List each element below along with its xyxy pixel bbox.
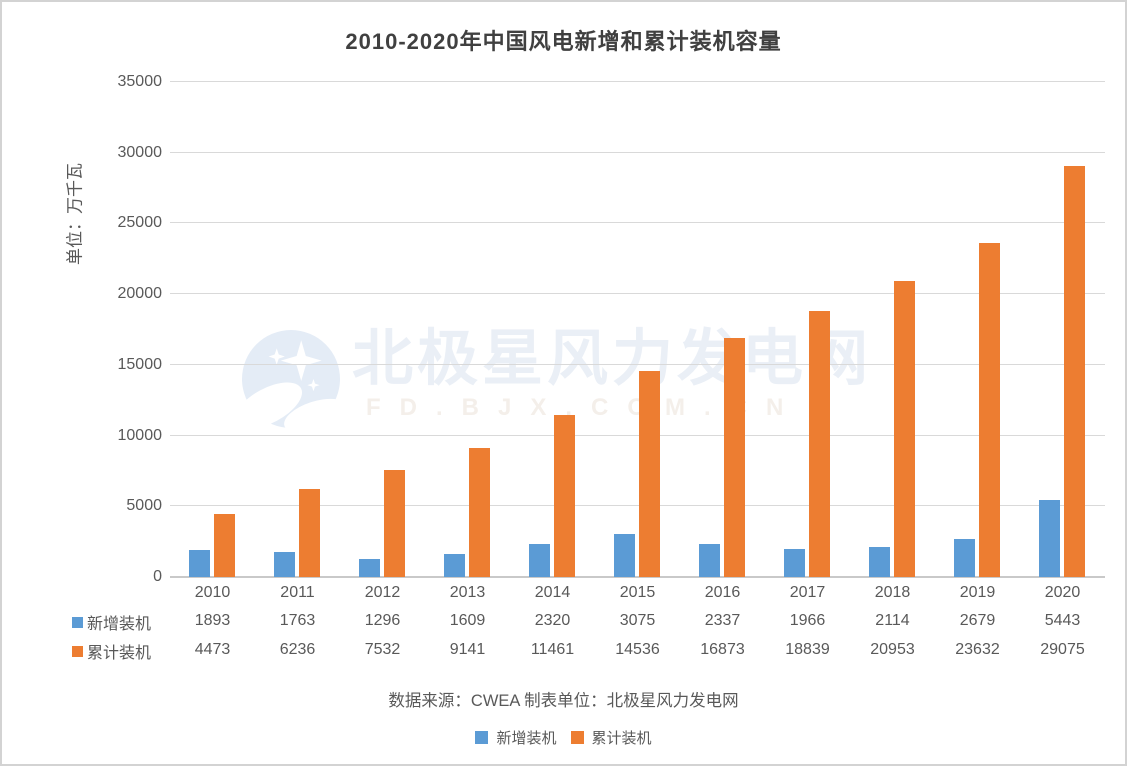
table-cell-累计装机-2012: 7532 <box>364 641 401 658</box>
table-row-新增装机: 新增装机 1893 1763 1296 1609 2320 3075 2337 1966 2114… <box>72 609 1105 635</box>
table-cell-新增装机-2011: 1763 <box>279 612 316 629</box>
x-label-2017: 2017 <box>789 584 826 601</box>
chart-title: 2010-2020年中国风电新增和累计装机容量 <box>345 29 782 54</box>
table-cell-新增装机-2019: 2679 <box>959 612 996 629</box>
plot-area <box>170 81 1105 578</box>
bar-累计装机-2013 <box>469 447 490 577</box>
table-cell-新增装机-2015: 3075 <box>619 612 656 629</box>
x-axis-labels: 2010 2011 2012 2013 2014 2015 2016 2017 2018 2019… <box>170 584 1105 604</box>
bar-累计装机-2011 <box>299 488 320 577</box>
legend: 新增装机 累计装机 <box>2 727 1125 748</box>
bar-新增装机-2011 <box>274 552 295 577</box>
x-label-2020: 2020 <box>1044 584 1081 601</box>
table-cell-累计装机-2019: 23632 <box>955 641 1000 658</box>
bar-累计装机-2019 <box>979 242 1000 577</box>
y-tick-label-0: 0 <box>153 568 162 585</box>
x-label-2018: 2018 <box>874 584 911 601</box>
y-tick-label-10000: 10000 <box>117 426 163 444</box>
table-cell-新增装机-2013: 1609 <box>449 612 486 629</box>
bar-新增装机-2010 <box>189 550 210 577</box>
y-tick-label-20000: 20000 <box>117 285 163 303</box>
table-cell-新增装机-2014: 2320 <box>534 612 571 629</box>
bar-累计装机-2017 <box>809 310 830 577</box>
bar-累计装机-2020 <box>1064 165 1085 577</box>
bar-新增装机-2012 <box>359 558 380 577</box>
table-row-header-累计装机: 累计装机 <box>72 638 151 664</box>
table-cell-累计装机-2015: 14536 <box>615 641 660 658</box>
y-tick-label-35000: 35000 <box>117 73 163 90</box>
gridline-10000 <box>170 434 1105 436</box>
table-cell-新增装机-2018: 2114 <box>875 612 910 629</box>
table-cell-新增装机-2020: 5443 <box>1044 612 1081 629</box>
bar-新增装机-2014 <box>529 544 550 577</box>
series-marker-icon <box>72 616 83 628</box>
legend-marker-icon <box>475 731 489 744</box>
x-label-2011: 2011 <box>280 584 315 601</box>
x-label-2016: 2016 <box>704 584 741 601</box>
y-tick-label-30000: 30000 <box>117 143 163 161</box>
table-cell-累计装机-2020: 29075 <box>1040 641 1085 658</box>
bar-累计装机-2010 <box>214 513 235 577</box>
bar-新增装机-2016 <box>699 543 720 577</box>
gridline-15000 <box>170 363 1105 365</box>
bar-新增装机-2015 <box>614 533 635 577</box>
table-cell-累计装机-2011: 6236 <box>279 641 316 658</box>
y-tick-label-15000: 15000 <box>117 355 163 373</box>
gridline-25000 <box>170 222 1105 224</box>
bar-累计装机-2016 <box>724 338 745 577</box>
table-cell-新增装机-2010: 1893 <box>194 612 231 629</box>
bar-累计装机-2014 <box>554 414 575 577</box>
table-row-header-新增装机: 新增装机 <box>72 609 151 635</box>
table-cell-累计装机-2018: 20953 <box>870 641 915 658</box>
table-cell-新增装机-2017: 1966 <box>789 612 826 629</box>
bar-新增装机-2013 <box>444 554 465 577</box>
table-cell-累计装机-2010: 4473 <box>194 641 231 658</box>
gridline-35000 <box>170 81 1105 82</box>
bar-累计装机-2018 <box>894 280 915 577</box>
legend-label: 新增装机 <box>496 730 557 747</box>
bar-新增装机-2018 <box>869 547 890 577</box>
table-row-累计装机: 累计装机 4473 6236 7532 9141 11461 14536 16873 18839… <box>72 638 1105 664</box>
table-cell-累计装机-2017: 18839 <box>785 641 830 658</box>
table-cell-累计装机-2013: 9141 <box>449 641 486 658</box>
gridline-5000 <box>170 505 1105 507</box>
x-label-2010: 2010 <box>194 584 231 601</box>
x-axis-line <box>170 576 1105 578</box>
y-tick-label-5000: 5000 <box>126 497 162 515</box>
table-cell-累计装机-2014: 11461 <box>530 641 575 658</box>
table-row-label: 新增装机 <box>87 616 152 633</box>
legend-item-新增装机: 新增装机 <box>475 727 557 748</box>
legend-label: 累计装机 <box>591 730 652 747</box>
y-tick-label-25000: 25000 <box>117 214 163 232</box>
table-cell-新增装机-2012: 1296 <box>364 612 401 629</box>
bar-新增装机-2020 <box>1039 500 1060 577</box>
table-row-label: 累计装机 <box>87 645 152 662</box>
table-cell-新增装机-2016: 2337 <box>704 612 741 629</box>
gridline-30000 <box>170 151 1105 153</box>
x-label-2019: 2019 <box>959 584 996 601</box>
x-label-2012: 2012 <box>364 584 401 601</box>
x-label-2015: 2015 <box>619 584 656 601</box>
bar-累计装机-2015 <box>639 371 660 577</box>
table-cell-累计装机-2016: 16873 <box>700 641 745 658</box>
x-label-2014: 2014 <box>534 584 571 601</box>
bar-累计装机-2012 <box>384 470 405 577</box>
bar-新增装机-2017 <box>784 549 805 577</box>
legend-item-累计装机: 累计装机 <box>570 727 652 748</box>
source-note: 数据来源：CWEA 制表单位：北极星风力发电网 <box>388 692 739 710</box>
legend-marker-icon <box>570 731 584 744</box>
y-axis-ticks: 0 5000 10000 15000 20000 25000 30000 35000 <box>22 73 163 585</box>
series-marker-icon <box>72 645 83 657</box>
bar-新增装机-2019 <box>954 539 975 577</box>
x-label-2013: 2013 <box>449 584 486 601</box>
gridline-20000 <box>170 293 1105 295</box>
